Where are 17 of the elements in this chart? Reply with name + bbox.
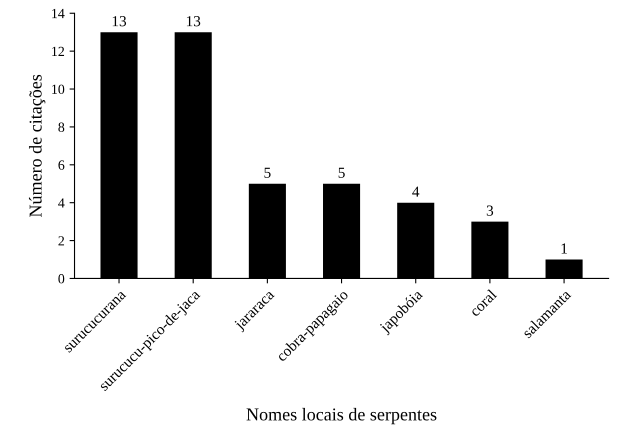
- y-tick-label: 0: [58, 274, 64, 284]
- x-axis-title: Nomes locais de serpentes: [246, 408, 436, 424]
- y-tick-label: 14: [52, 8, 65, 18]
- data-label: 4: [412, 186, 420, 197]
- data-label: 5: [264, 168, 271, 178]
- y-tick-label: 10: [52, 84, 64, 94]
- y-tick-label: 12: [52, 46, 64, 56]
- y-tick-label: 4: [58, 198, 65, 208]
- data-label: 1: [562, 243, 567, 254]
- y-tick-label: 8: [58, 122, 64, 132]
- y-tick-label: 2: [58, 236, 64, 246]
- data-label: 3: [486, 205, 494, 216]
- y-axis-title: Número de citações: [28, 74, 46, 218]
- y-tick-label: 6: [58, 160, 64, 170]
- data-label: 13: [112, 16, 126, 26]
- data-label: 13: [186, 16, 200, 26]
- data-label: 5: [338, 168, 345, 178]
